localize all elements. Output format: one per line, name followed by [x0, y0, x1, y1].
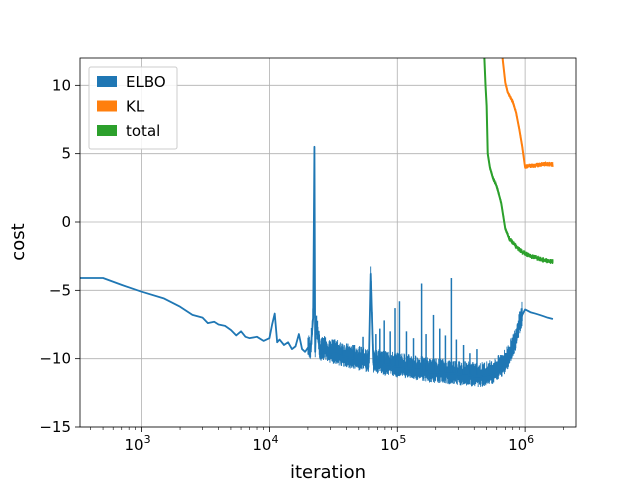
series-kl [501, 58, 554, 169]
series-elbo [80, 145, 554, 387]
y-tick-label: 5 [61, 145, 71, 163]
legend-swatch [97, 125, 117, 136]
legend-item-total: total [97, 122, 160, 140]
y-axis-label: cost [8, 223, 29, 260]
plot-data [80, 58, 554, 387]
x-tick-label: 104 [252, 433, 278, 454]
x-tick-label: 103 [125, 433, 151, 454]
plot-frame [79, 57, 577, 428]
elbo-line [80, 145, 554, 378]
legend-item-elbo: ELBO [97, 73, 166, 91]
y-tick-label: −10 [39, 350, 71, 368]
x-tick-label: 105 [380, 433, 406, 454]
y-tick-label: 10 [52, 76, 71, 94]
series-line [501, 58, 554, 169]
elbo-noise-band [307, 148, 523, 387]
series-line [483, 58, 554, 263]
y-tick-label: 0 [61, 213, 71, 231]
legend: ELBO KL total [88, 66, 178, 150]
x-tick-label: 106 [508, 433, 534, 454]
series-total [483, 58, 554, 264]
y-tick-label: −15 [39, 418, 71, 436]
legend-label: total [126, 122, 160, 140]
legend-item-kl: KL [97, 98, 145, 116]
x-axis-label: iteration [290, 462, 366, 480]
x-ticks: 103 104 105 106 [90, 427, 564, 454]
legend-label: ELBO [126, 73, 166, 91]
y-tick-label: −5 [49, 281, 71, 299]
plot-area [80, 58, 554, 387]
y-ticks: −15 −10 −5 0 5 10 [39, 76, 80, 436]
legend-swatch [97, 76, 117, 87]
legend-label: KL [126, 98, 145, 116]
legend-swatch [97, 100, 117, 112]
